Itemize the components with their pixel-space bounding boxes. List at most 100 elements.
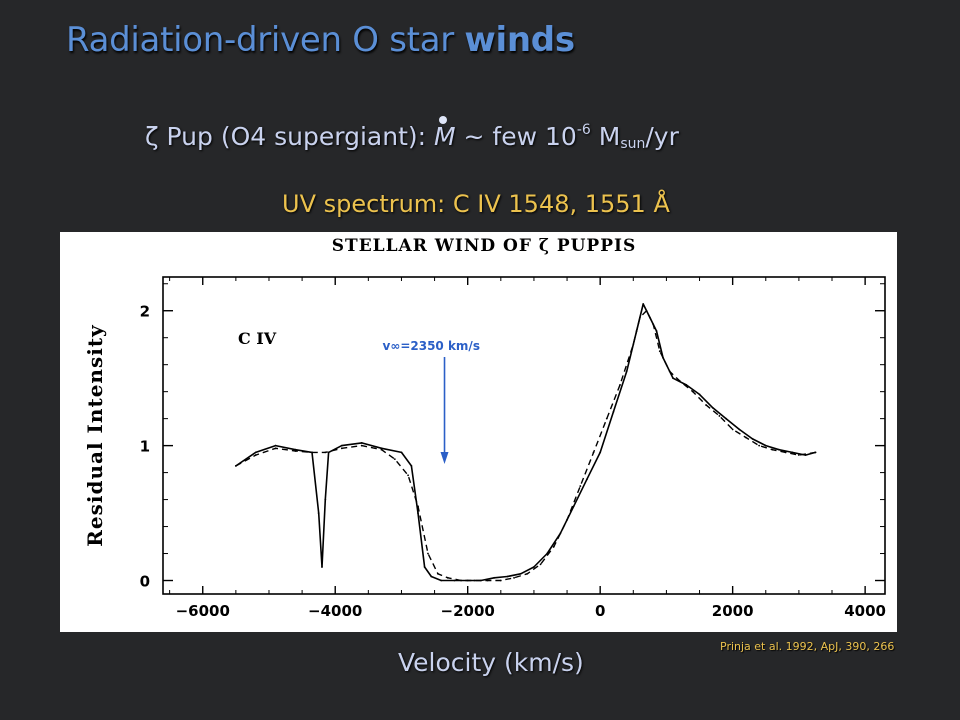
model-point [619, 384, 621, 386]
model-point [380, 448, 383, 451]
model-point [784, 451, 787, 454]
model-point [692, 390, 694, 393]
observed-point [321, 566, 323, 568]
model-point [592, 451, 595, 454]
y-tick-label: 2 [140, 303, 150, 321]
x-tick-label: 2000 [712, 602, 754, 620]
model-point [417, 505, 419, 508]
x-tick-label: −4000 [308, 602, 362, 620]
observed-point [360, 442, 363, 444]
uv-spectrum-label: UV spectrum: C IV 1548, 1551 Å [282, 190, 670, 218]
model-point [294, 450, 297, 452]
observed-point [294, 448, 297, 451]
velocity-axis-label: Velocity (km/s) [398, 648, 584, 677]
observed-point [417, 512, 419, 514]
model-point [814, 451, 817, 454]
observed-point [493, 576, 496, 579]
model-point [324, 451, 327, 454]
spectrum-chart: STELLAR WIND OF ζ PUPPIS Residual Intensi… [83, 236, 886, 620]
observed-point [612, 410, 615, 413]
observed-point [533, 566, 535, 568]
observed-point [791, 451, 794, 454]
model-point [744, 436, 747, 439]
y-tick-label: 0 [140, 573, 150, 591]
model-point [579, 485, 582, 487]
observed-point [711, 406, 714, 409]
x-tick-label: −6000 [176, 602, 230, 620]
plot-frame [162, 276, 886, 595]
model-point [639, 316, 641, 319]
observed-point [506, 575, 509, 578]
model-point [566, 518, 568, 521]
terminal-velocity-label: v∞=2350 km/s [383, 339, 480, 353]
model-point [234, 464, 237, 467]
observed-point [642, 303, 645, 305]
model-point [731, 428, 734, 431]
model-point [340, 447, 343, 450]
x-tick-label: −2000 [441, 602, 495, 620]
model-point [460, 579, 462, 582]
model-point [632, 343, 635, 346]
observed-point [324, 498, 327, 501]
y-axis-label: Residual Intensity [83, 324, 107, 547]
observed-point [423, 566, 426, 568]
model-point [427, 552, 429, 555]
model-point [552, 545, 555, 548]
model-point [311, 451, 313, 454]
ion-label: C IV [238, 329, 277, 348]
observed-point [380, 447, 383, 450]
model-point [718, 415, 721, 417]
model-point [605, 417, 608, 420]
observed-point [599, 451, 602, 454]
observed-point [751, 437, 754, 440]
observed-point [738, 428, 741, 431]
observed-point [572, 505, 575, 508]
model-point [705, 404, 708, 407]
slide-title: Radiation-driven O star winds [66, 20, 575, 60]
observed-point [655, 330, 658, 332]
observed-point [725, 417, 727, 420]
x-tick-label: 0 [595, 602, 605, 620]
model-point [436, 572, 439, 575]
model-point [797, 454, 800, 456]
model-point [360, 444, 363, 447]
observed-point [430, 575, 433, 578]
model-point [254, 454, 257, 456]
chart-title: STELLAR WIND OF ζ PUPPIS [332, 236, 636, 256]
observed-point [440, 579, 443, 582]
model-point [668, 370, 671, 373]
model-point [539, 563, 542, 566]
model-point [486, 579, 489, 582]
model-point [658, 350, 661, 353]
observed-point [410, 464, 413, 467]
observed-point [453, 579, 456, 582]
model-point [446, 576, 449, 579]
observed-spectrum-line [235, 303, 816, 582]
model-point [274, 447, 277, 450]
y-tick-label: 1 [140, 438, 150, 456]
model-point [393, 458, 396, 461]
model-point [526, 572, 529, 575]
model-point [513, 576, 515, 579]
observed-point [764, 444, 767, 447]
observed-point [327, 451, 330, 454]
observed-point [625, 370, 628, 373]
observed-point [698, 393, 701, 396]
model-point [645, 309, 648, 312]
model-point [407, 474, 409, 477]
model-point [678, 379, 681, 382]
observed-point [274, 444, 277, 447]
model-point [473, 579, 476, 582]
observed-point [317, 512, 320, 514]
observed-point [778, 448, 780, 451]
model-point [499, 579, 502, 582]
observed-point [340, 444, 343, 447]
observed-point [672, 377, 674, 380]
model-point [652, 323, 655, 326]
model-point [771, 448, 774, 451]
observed-point [254, 451, 257, 454]
observed-point [586, 478, 588, 481]
observed-point [400, 451, 403, 454]
terminal-velocity-arrowhead [440, 452, 449, 464]
model-point [758, 444, 761, 447]
